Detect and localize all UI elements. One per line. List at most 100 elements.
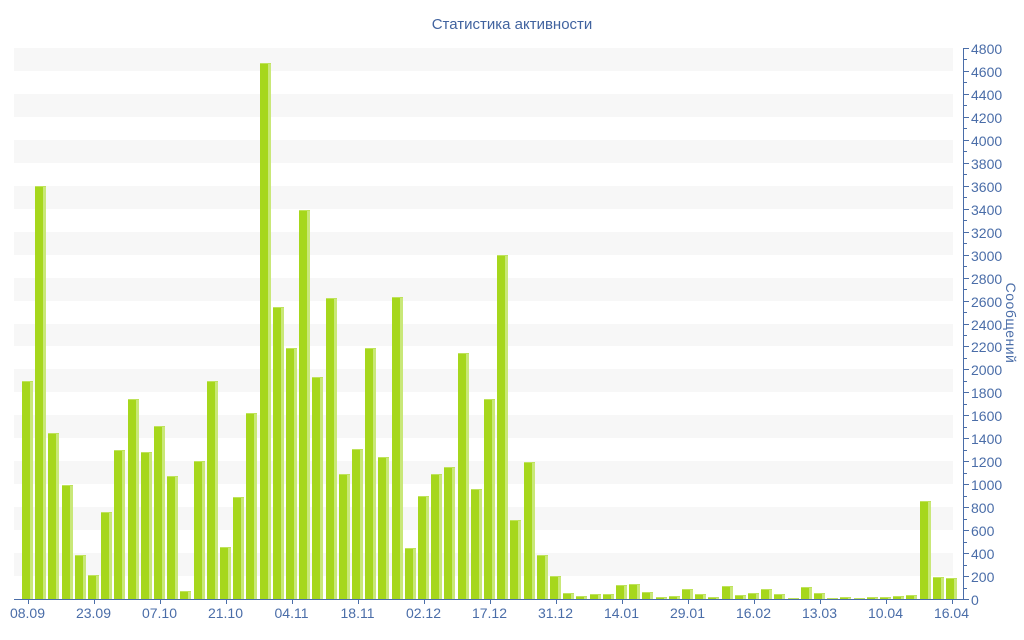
- bar: [840, 596, 852, 599]
- y-tick-minor: [964, 128, 967, 130]
- y-tick-major: [964, 185, 969, 187]
- y-tick-major: [964, 323, 969, 325]
- x-tick-label: 16.02: [735, 605, 772, 621]
- y-tick-minor: [964, 403, 967, 405]
- y-tick-major: [964, 139, 969, 141]
- x-tick: [423, 600, 425, 604]
- y-tick-major: [964, 438, 969, 440]
- y-tick-minor: [964, 541, 967, 543]
- y-tick-major: [964, 277, 969, 279]
- y-tick-major: [964, 162, 969, 164]
- x-tick: [291, 600, 293, 604]
- y-tick-major: [964, 70, 969, 72]
- bar: [616, 585, 627, 599]
- y-tick-label: 1800: [971, 385, 1003, 402]
- y-tick-major: [964, 231, 969, 233]
- y-tick-label: 600: [971, 523, 995, 540]
- bar: [906, 594, 918, 599]
- bar: [365, 347, 377, 599]
- bar: [352, 448, 363, 599]
- y-axis-line: [963, 48, 964, 600]
- y-tick-label: 1400: [971, 431, 1003, 448]
- bar: [286, 347, 297, 599]
- bar: [470, 488, 482, 599]
- x-tick-label: 02.12: [405, 605, 442, 621]
- bar: [695, 594, 707, 599]
- bar: [206, 380, 218, 599]
- bar: [444, 466, 456, 599]
- y-tick-label: 200: [971, 569, 995, 586]
- bar: [259, 62, 271, 599]
- bar: [418, 495, 429, 599]
- bar: [35, 185, 47, 599]
- bar: [814, 593, 825, 599]
- bar: [708, 597, 720, 599]
- x-tick-label: 10.04: [867, 605, 904, 621]
- x-tick-label: 17.12: [471, 605, 508, 621]
- bar: [299, 209, 311, 599]
- chart-title: Статистика активности: [431, 16, 593, 33]
- x-tick: [357, 600, 359, 604]
- y-tick-label: 4000: [971, 132, 1003, 149]
- bar: [127, 399, 139, 599]
- bar: [61, 485, 73, 599]
- y-tick-major: [964, 461, 969, 463]
- x-tick-label: 08.09: [9, 605, 46, 621]
- y-tick-label: 4400: [971, 86, 1003, 103]
- bar: [642, 592, 654, 599]
- x-tick: [819, 600, 821, 604]
- y-tick-minor: [964, 82, 967, 84]
- bar: [774, 594, 786, 599]
- x-tick: [885, 600, 887, 604]
- bar: [761, 589, 773, 599]
- grid-stripe: [14, 277, 953, 301]
- bar: [919, 501, 931, 599]
- bar: [154, 425, 165, 599]
- y-tick-minor: [964, 334, 967, 336]
- bar: [602, 594, 614, 599]
- bar: [140, 452, 152, 599]
- y-tick-minor: [964, 289, 967, 291]
- y-tick-minor: [964, 472, 967, 474]
- bar: [866, 597, 878, 599]
- bar: [272, 307, 284, 599]
- bar: [114, 449, 126, 599]
- y-tick-label: 4800: [971, 41, 1003, 57]
- y-tick-major: [964, 369, 969, 371]
- y-tick-minor: [964, 105, 967, 107]
- bar: [721, 586, 733, 599]
- y-tick-label: 1600: [971, 408, 1003, 425]
- bar: [655, 596, 667, 599]
- y-tick-label: 2800: [971, 270, 1003, 287]
- bar: [880, 596, 891, 599]
- bar: [101, 511, 113, 599]
- bar: [946, 578, 957, 599]
- bar: [734, 594, 746, 599]
- bar: [404, 548, 416, 599]
- x-tick-label: 29.01: [669, 605, 706, 621]
- y-tick-label: 0: [971, 592, 979, 608]
- bar: [550, 576, 561, 599]
- x-tick: [687, 600, 689, 604]
- y-tick-minor: [964, 174, 967, 176]
- y-tick-minor: [964, 426, 967, 428]
- bar: [748, 593, 759, 599]
- bar: [180, 590, 192, 599]
- bar: [536, 555, 548, 599]
- bar: [22, 380, 33, 599]
- y-tick-minor: [964, 243, 967, 245]
- y-axis-title: Сообщений: [1003, 282, 1019, 364]
- bar: [378, 456, 390, 599]
- x-tick: [555, 600, 557, 604]
- y-tick-major: [964, 93, 969, 95]
- y-tick-label: 1000: [971, 477, 1003, 494]
- bar: [325, 298, 337, 599]
- y-tick-minor: [964, 518, 967, 520]
- bar: [220, 547, 231, 599]
- x-tick-label: 07.10: [141, 605, 178, 621]
- y-tick-major: [964, 484, 969, 486]
- y-tick-label: 2000: [971, 362, 1003, 379]
- y-tick-label: 4600: [971, 63, 1003, 80]
